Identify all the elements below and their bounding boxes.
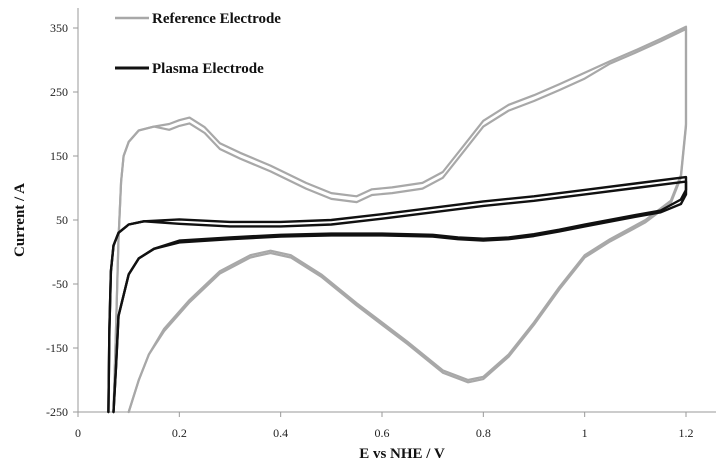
series-reference-electrode-cycle-2 <box>112 27 688 414</box>
x-axis-ticks: 0 0.2 0.4 0.6 0.8 1 1.2 <box>75 412 694 440</box>
x-axis-title: E vs NHE / V <box>359 446 445 462</box>
x-tick-label: 1.2 <box>679 426 694 440</box>
legend-label-plasma: Plasma Electrode <box>152 61 264 77</box>
y-tick-label: -150 <box>46 341 68 355</box>
y-tick-label: 50 <box>56 213 68 227</box>
x-tick-label: 0 <box>75 426 81 440</box>
x-tick-label: 0.8 <box>476 426 491 440</box>
y-tick-label: -50 <box>52 277 68 291</box>
legend: Reference Electrode Plasma Electrode <box>115 11 281 77</box>
y-axis-ticks: 350 250 150 50 -50 -150 -250 <box>46 21 78 419</box>
x-tick-label: 0.6 <box>375 426 390 440</box>
y-axis-title: Current / A <box>12 183 28 257</box>
legend-label-reference: Reference Electrode <box>152 11 281 27</box>
series-plasma-electrode-cycle-2 <box>107 175 688 414</box>
axes <box>77 8 716 413</box>
x-tick-label: 0.4 <box>273 426 288 440</box>
series-reference-electrode-cycle-1 <box>112 25 688 414</box>
x-tick-label: 0.2 <box>172 426 187 440</box>
series-plasma-electrode-cycle-1 <box>107 180 688 414</box>
y-tick-label: 350 <box>50 21 68 35</box>
x-tick-label: 1 <box>582 426 588 440</box>
y-tick-label: 150 <box>50 149 68 163</box>
series-layer <box>107 25 688 414</box>
y-tick-label: 250 <box>50 85 68 99</box>
y-tick-label: -250 <box>46 405 68 419</box>
